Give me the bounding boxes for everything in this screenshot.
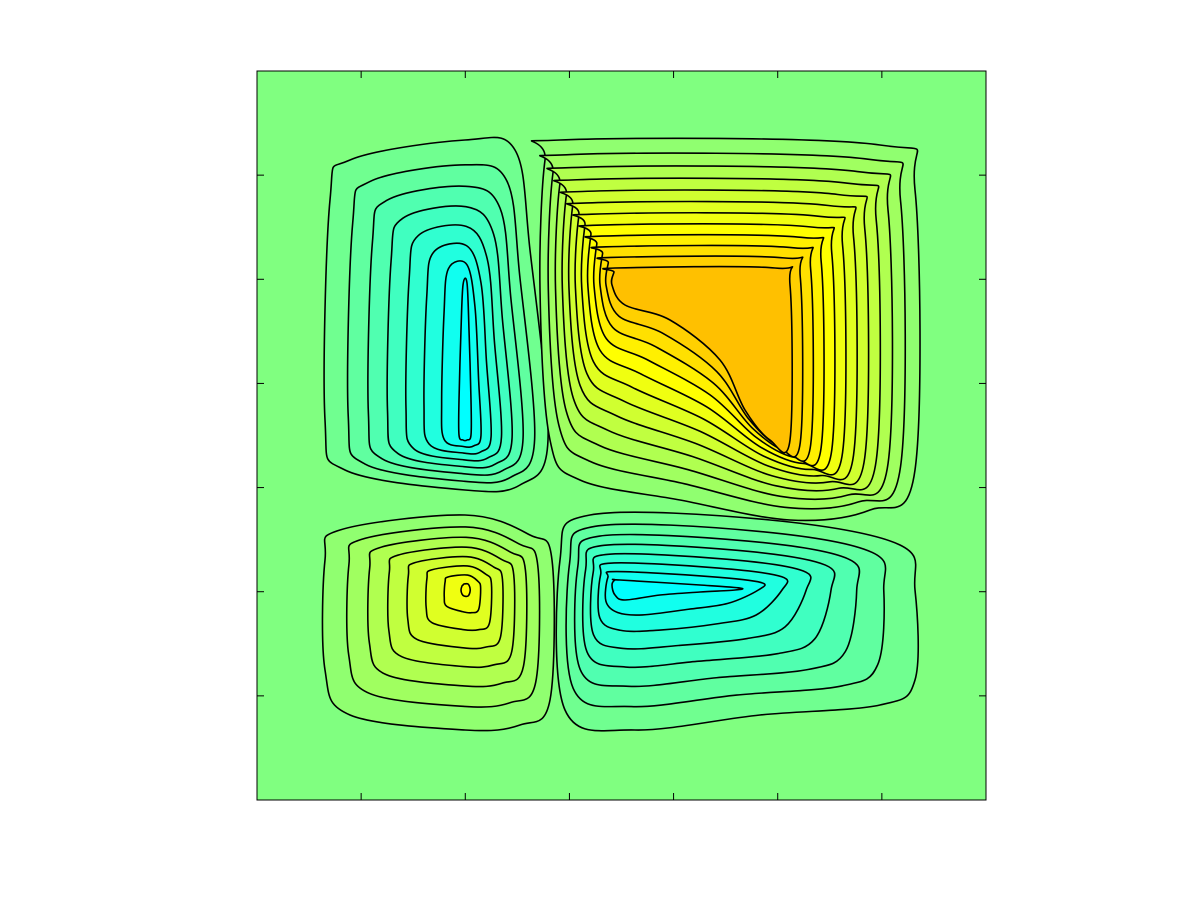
contour-level	[611, 578, 744, 601]
ticks	[257, 71, 986, 800]
contour-level	[457, 277, 473, 442]
contour-layer	[321, 136, 921, 732]
plot-frame	[256, 70, 987, 801]
contour-level	[460, 582, 472, 598]
contour-level	[602, 265, 794, 454]
